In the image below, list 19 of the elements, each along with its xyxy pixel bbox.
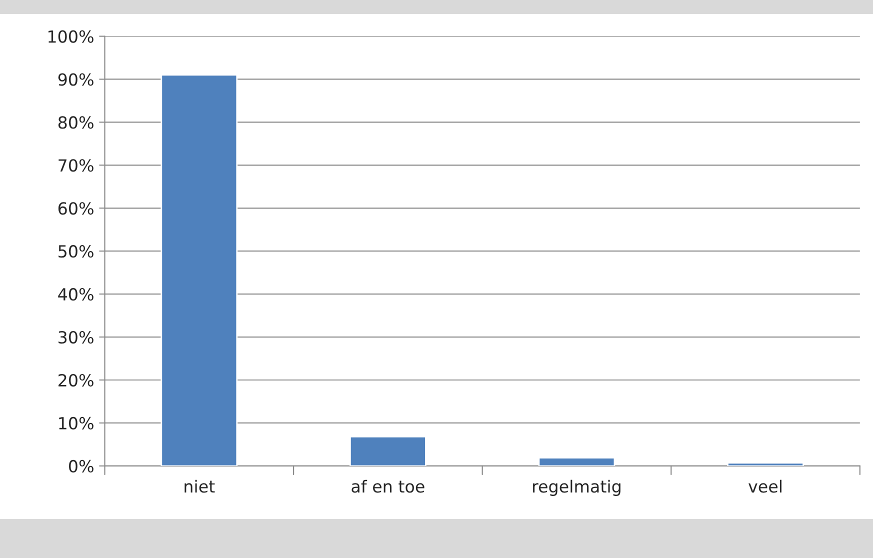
bar [349,436,426,466]
bar [160,74,238,466]
bar [538,457,616,466]
y-tick-label: 80% [58,116,94,129]
y-tick-label: 20% [58,374,94,387]
x-tick-label: niet [184,480,215,493]
y-tick-label: 30% [58,330,94,344]
y-tick-label: 90% [58,73,94,86]
y-tick-label: 70% [58,159,94,172]
x-tick-label: regelmatig [533,480,620,496]
y-tick-label: 10% [59,416,94,430]
y-tick-label: 60% [58,202,94,215]
x-tick-label: af en toe [352,480,424,493]
y-tick-label: 100% [48,30,94,43]
y-tick-label: 40% [58,288,94,301]
y-tick-label: 50% [58,245,94,258]
bar [727,462,804,466]
y-tick-label: 0% [69,460,94,472]
x-tick-label: veel [748,480,782,493]
